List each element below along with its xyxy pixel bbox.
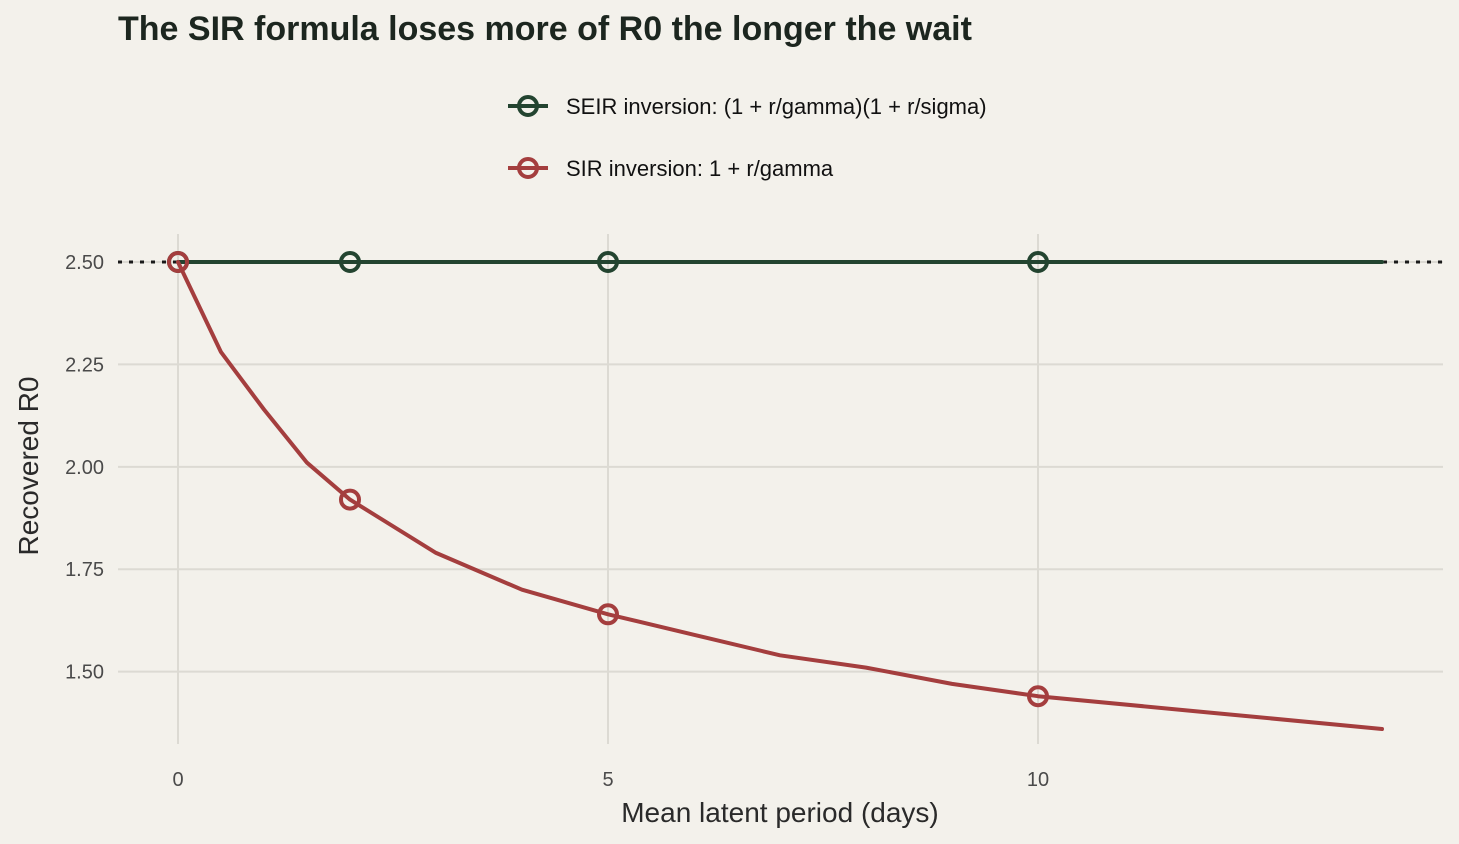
data-point-0 [339,251,361,273]
tick-labels: 1.50 1.75 2.00 2.25 2.50 0 5 10 [65,252,1049,791]
chart-title: The SIR formula loses more of R0 the lon… [118,10,972,48]
data-point-0 [597,251,619,273]
data-point-1 [167,251,189,273]
legend-label-seir: SEIR inversion: (1 + r/gamma)(1 + r/sigm… [566,94,987,119]
x-axis-title: Mean latent period (days) [621,797,939,828]
data-point-1 [1027,685,1049,708]
legend-item-sir: SIR inversion: 1 + r/gamma [506,148,1106,188]
legend-item-seir: SEIR inversion: (1 + r/gamma)(1 + r/sigm… [506,86,1106,126]
y-tick-label: 2.25 [65,354,104,376]
x-tick-label: 0 [172,769,183,791]
y-tick-label: 2.50 [65,252,104,274]
series-line-1 [176,260,1384,731]
x-tick-label: 10 [1027,769,1049,791]
y-tick-label: 1.75 [65,559,104,581]
x-tick-label: 5 [602,769,613,791]
data-point-1 [597,603,619,626]
legend-key-sir [508,157,548,179]
y-tick-label: 1.50 [65,662,104,684]
data-point-1 [339,488,361,511]
data-point-0 [1027,251,1049,273]
legend-label-sir: SIR inversion: 1 + r/gamma [566,156,834,181]
series-layer [167,251,1384,731]
y-tick-label: 2.00 [65,457,104,479]
grid [118,234,1443,744]
legend-key-seir [508,95,548,117]
y-axis-title: Recovered R0 [13,377,44,556]
